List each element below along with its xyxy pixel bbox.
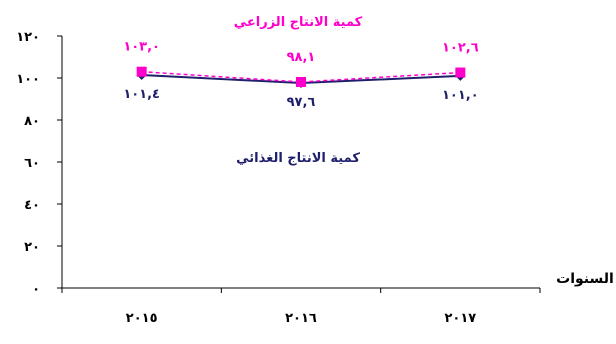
y-tick-label: ١٠٠ (16, 72, 40, 87)
data-point-marker (455, 67, 466, 78)
y-tick-label: ١٢٠ (16, 30, 40, 45)
y-tick-label: ٦٠ (24, 156, 40, 171)
data-value-label: ١٠٢,٦ (442, 41, 479, 56)
y-tick-group: ٠ ٢٠ ٤٠ ٦٠ ٨٠ ١٠٠ ١٢٠ (16, 30, 62, 297)
x-tick-label: ٢٠١٧ (444, 311, 476, 326)
data-point-marker (296, 76, 306, 87)
label-group: ١٠٣,٠ ٩٨,١ ١٠٢,٦ ١٠١,٤ ٩٧,٦ ١٠١,٠ (123, 40, 478, 110)
x-tick-label: ٢٠١٦ (285, 311, 317, 326)
data-value-label: ١٠١,٠ (442, 88, 479, 103)
data-value-label: ٩٧,٦ (287, 95, 316, 110)
x-tick-label: ٢٠١٥ (126, 311, 158, 326)
series-line (141, 70, 461, 83)
y-tick-label: ٠ (32, 282, 40, 297)
data-value-label: ١٠٣,٠ (123, 40, 160, 55)
x-axis-title: السنوات (556, 271, 614, 287)
data-value-label: ٩٨,١ (287, 50, 316, 65)
data-point-marker (136, 66, 147, 77)
y-tick-label: ٢٠ (24, 240, 40, 255)
series-group (136, 66, 466, 89)
y-tick-label: ٨٠ (24, 114, 40, 129)
y-tick-label: ٤٠ (24, 198, 40, 213)
series-name-agricultural: كمية الانتاج الزراعي (234, 15, 363, 30)
data-value-label: ١٠١,٤ (123, 87, 160, 102)
series-name-food: كمية الانتاج الغذائي (236, 151, 360, 166)
x-tick-group: ٢٠١٥ ٢٠١٦ ٢٠١٧ (61, 288, 541, 326)
